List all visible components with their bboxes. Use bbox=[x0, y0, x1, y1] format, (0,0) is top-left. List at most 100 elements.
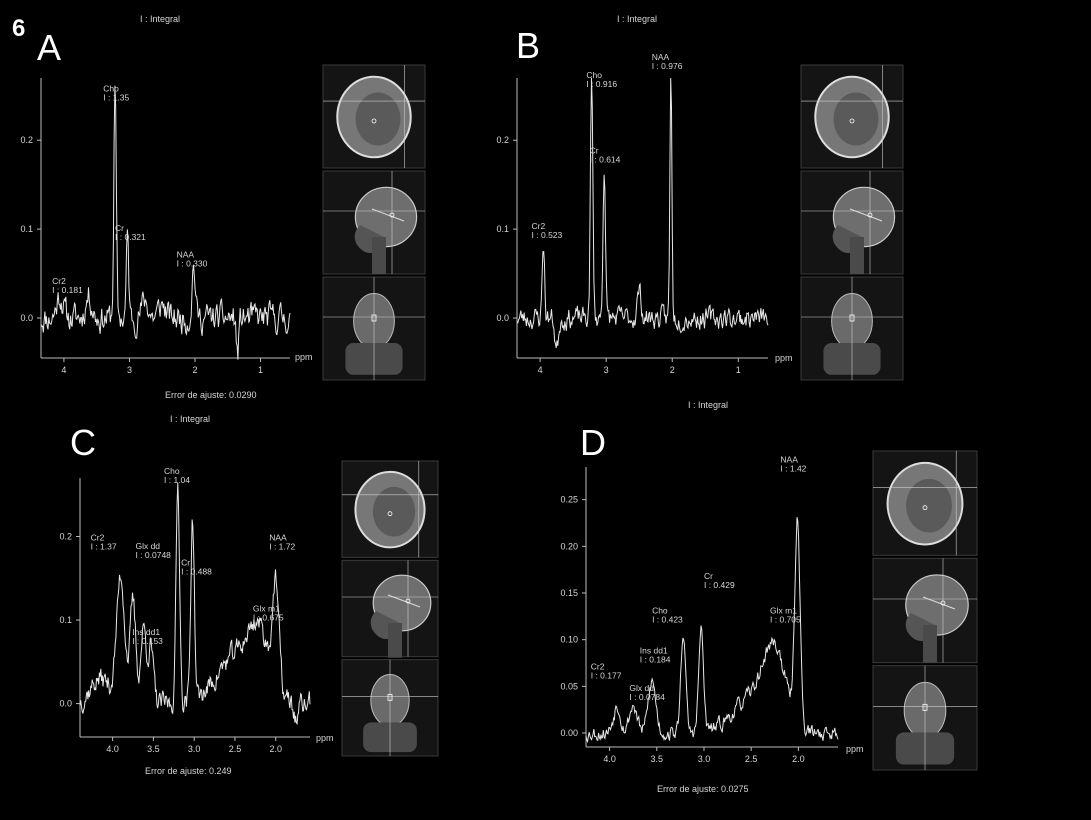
integral-label: I : Integral bbox=[170, 414, 210, 424]
peak-label: Glx m1 bbox=[253, 604, 280, 614]
x-axis-label: ppm bbox=[316, 733, 334, 743]
mri-thumbnail-sagittal bbox=[322, 170, 426, 275]
peak-value: I : 0.705 bbox=[770, 615, 801, 625]
y-tick-label: 0.25 bbox=[560, 495, 578, 505]
x-axis-label: ppm bbox=[775, 353, 793, 363]
x-tick-label: 3 bbox=[127, 365, 132, 375]
y-tick-label: 0.1 bbox=[20, 224, 33, 234]
x-tick-label: 3 bbox=[604, 365, 609, 375]
peak-value: I : 0.423 bbox=[652, 615, 683, 625]
peak-label: Cr bbox=[590, 146, 599, 156]
x-tick-label: 1 bbox=[736, 365, 741, 375]
x-axis-label: ppm bbox=[295, 352, 313, 362]
peak-value: I : 0.523 bbox=[532, 230, 563, 240]
panel-a: A I : Integral 0.0 0.1 0.2 4 3 2 1 ppm Error de aj… bbox=[20, 14, 426, 400]
x-tick-label: 3.5 bbox=[651, 754, 664, 764]
x-tick-label: 2.0 bbox=[792, 754, 805, 764]
peak-label: Cr bbox=[704, 571, 713, 581]
mri-thumbnail-axial bbox=[872, 450, 978, 556]
fit-error-label: Error de ajuste: 0.0275 bbox=[657, 784, 749, 794]
y-tick-label: 0.1 bbox=[496, 224, 509, 234]
peak-value: I : 1.37 bbox=[91, 542, 117, 552]
peak-value: I : 0.675 bbox=[253, 613, 284, 623]
peak-label: Glx dd bbox=[135, 541, 160, 551]
fit-error-label: Error de ajuste: 0.249 bbox=[145, 766, 232, 776]
x-tick-label: 1 bbox=[258, 365, 263, 375]
x-axis-label: ppm bbox=[846, 744, 864, 754]
y-tick-label: 0.2 bbox=[20, 135, 33, 145]
peak-label: NAA bbox=[652, 52, 670, 62]
peak-value: I : 0.321 bbox=[115, 232, 146, 242]
y-tick-label: 0.2 bbox=[59, 531, 72, 541]
y-tick-label: 0.05 bbox=[560, 681, 578, 691]
peak-value: I : 0.153 bbox=[132, 636, 163, 646]
figure-number: 6 bbox=[12, 15, 25, 42]
peak-value: I : 0.488 bbox=[181, 567, 212, 577]
y-tick-label: 0.20 bbox=[560, 541, 578, 551]
peak-label: Cr2 bbox=[532, 221, 546, 231]
peak-label: Cho bbox=[103, 83, 119, 93]
integral-label: I : Integral bbox=[617, 14, 657, 24]
panel-letter: D bbox=[580, 422, 606, 463]
peak-label: Cr bbox=[115, 223, 124, 233]
peak-value: I : 1.04 bbox=[164, 475, 190, 485]
integral-label: I : Integral bbox=[688, 400, 728, 410]
mri-thumbnail-sagittal bbox=[341, 559, 439, 658]
peak-value: I : 0.976 bbox=[652, 61, 683, 71]
mri-thumbnail-coronal bbox=[872, 665, 978, 771]
x-tick-label: 2.0 bbox=[269, 744, 282, 754]
peak-label: Cho bbox=[164, 466, 180, 476]
x-tick-label: 4.0 bbox=[106, 744, 119, 754]
panel-c: C I : Integral 0.0 0.1 0.2 4.0 3.5 3.0 2.5 2.0 ppm… bbox=[59, 414, 439, 776]
x-tick-label: 2 bbox=[670, 365, 675, 375]
mri-thumbnail-axial bbox=[341, 460, 439, 558]
peak-label: Cr2 bbox=[591, 662, 605, 672]
peak-label: Cr bbox=[181, 558, 190, 568]
panel-letter: A bbox=[37, 27, 61, 68]
spectrum-line bbox=[585, 517, 839, 744]
x-tick-label: 2.5 bbox=[229, 744, 242, 754]
peak-label: Ins dd1 bbox=[640, 646, 668, 656]
mri-thumbnail-axial bbox=[800, 64, 904, 169]
x-tick-label: 4 bbox=[61, 365, 66, 375]
mri-thumbnail-sagittal bbox=[800, 170, 904, 275]
peak-value: I : 0.429 bbox=[704, 580, 735, 590]
peak-value: I : 1.72 bbox=[269, 542, 295, 552]
peak-label: Ins dd1 bbox=[132, 627, 160, 637]
x-tick-label: 3.5 bbox=[147, 744, 160, 754]
x-tick-label: 3.0 bbox=[698, 754, 711, 764]
spectrum-line bbox=[40, 85, 291, 360]
mri-thumbnail-coronal bbox=[322, 276, 426, 381]
peak-value: I : 0.614 bbox=[590, 155, 621, 165]
x-tick-label: 3.0 bbox=[188, 744, 201, 754]
y-tick-label: 0.0 bbox=[496, 313, 509, 323]
y-tick-label: 0.00 bbox=[560, 728, 578, 738]
peak-label: Cr2 bbox=[52, 276, 66, 286]
peak-label: NAA bbox=[780, 454, 798, 464]
mri-thumbnail-coronal bbox=[341, 659, 439, 757]
peak-label: NAA bbox=[177, 250, 195, 260]
x-tick-label: 4 bbox=[538, 365, 543, 375]
y-tick-label: 0.15 bbox=[560, 588, 578, 598]
peak-label: Cr2 bbox=[91, 533, 105, 543]
peak-label: NAA bbox=[269, 533, 287, 543]
peak-value: I : 0.184 bbox=[640, 655, 671, 665]
peak-label: Glx m1 bbox=[770, 606, 797, 616]
mri-thumbnail-sagittal bbox=[872, 557, 978, 664]
peak-value: I : 0.916 bbox=[586, 79, 617, 89]
peak-label: Glx dd bbox=[629, 683, 654, 693]
peak-value: I : 0.177 bbox=[591, 671, 622, 681]
spectrum-line bbox=[79, 482, 311, 726]
peak-label: Cho bbox=[652, 606, 668, 616]
mri-thumbnail-axial bbox=[322, 64, 426, 169]
y-tick-label: 0.0 bbox=[59, 699, 72, 709]
mri-thumbnail-coronal bbox=[800, 276, 904, 381]
panel-letter: C bbox=[70, 422, 96, 463]
peak-value: I : 0.181 bbox=[52, 285, 83, 295]
fit-error-label: Error de ajuste: 0.0290 bbox=[165, 390, 257, 400]
peak-label: Cho bbox=[586, 70, 602, 80]
y-tick-label: 0.2 bbox=[496, 135, 509, 145]
x-tick-label: 2.5 bbox=[745, 754, 758, 764]
x-tick-label: 4.0 bbox=[603, 754, 616, 764]
